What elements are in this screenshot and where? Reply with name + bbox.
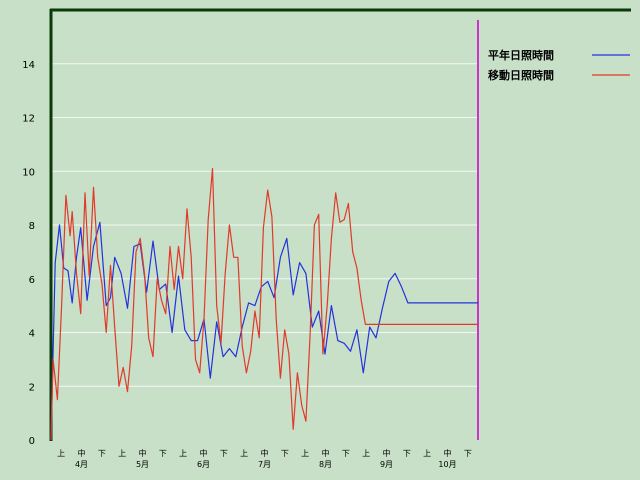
x-dekad-label-4-2: 下 xyxy=(342,449,350,458)
x-dekad-label-2-0: 上 xyxy=(179,449,187,458)
y-tick-label-8: 8 xyxy=(29,221,35,232)
y-tick-label-14: 14 xyxy=(22,60,35,71)
x-month-label-2: 6月 xyxy=(197,460,210,469)
x-dekad-label-0-2: 下 xyxy=(98,449,106,458)
series-line-1 xyxy=(50,168,478,441)
y-axis: 0 2 4 6 8 10 12 14 xyxy=(22,60,35,447)
y-tick-label-12: 12 xyxy=(22,114,35,125)
x-month-label-4: 8月 xyxy=(319,460,332,469)
plot-frame xyxy=(49,8,631,441)
legend-label-1: 移動日照時間 xyxy=(488,68,554,82)
x-dekad-label-2-1: 中 xyxy=(200,448,208,458)
y-tick-label-2: 2 xyxy=(29,382,35,393)
series-lines xyxy=(50,168,478,441)
x-dekad-label-2-2: 下 xyxy=(220,449,228,458)
x-month-label-1: 5月 xyxy=(136,460,149,469)
x-dekad-label-3-1: 中 xyxy=(261,448,269,458)
series-line-0 xyxy=(50,221,478,441)
x-dekad-label-6-2: 下 xyxy=(464,449,472,458)
x-month-label-5: 9月 xyxy=(380,460,393,469)
x-dekad-label-0-0: 上 xyxy=(57,449,65,458)
x-dekad-label-5-0: 上 xyxy=(362,449,370,458)
x-dekad-label-6-1: 中 xyxy=(444,448,452,458)
x-dekad-label-3-0: 上 xyxy=(240,449,248,458)
y-tick-label-4: 4 xyxy=(29,329,35,340)
x-month-label-3: 7月 xyxy=(258,460,271,469)
legend-label-0: 平年日照時間 xyxy=(488,48,554,62)
x-dekad-label-4-1: 中 xyxy=(322,448,330,458)
x-dekad-label-1-1: 中 xyxy=(139,448,147,458)
x-dekad-label-5-1: 中 xyxy=(383,448,391,458)
x-month-label-0: 4月 xyxy=(75,460,88,469)
x-dekad-label-1-0: 上 xyxy=(118,449,126,458)
y-tick-label-0: 0 xyxy=(29,436,35,447)
x-dekad-label-1-2: 下 xyxy=(159,449,167,458)
x-dekad-label-3-2: 下 xyxy=(281,449,289,458)
x-dekad-label-4-0: 上 xyxy=(301,449,309,458)
x-dekad-label-5-2: 下 xyxy=(403,449,411,458)
y-tick-label-10: 10 xyxy=(22,167,35,178)
x-dekad-label-0-1: 中 xyxy=(78,448,86,458)
x-dekad-label-6-0: 上 xyxy=(423,449,431,458)
y-tick-label-6: 6 xyxy=(29,275,35,286)
x-month-label-6: 10月 xyxy=(438,460,456,469)
x-axis: 上 中 下 4月 上 中 下 5月 上 中 下 6月 上 中 下 7月 上 中 下 8月 上 中 下 9月 上 中 下 10月 xyxy=(57,448,472,469)
